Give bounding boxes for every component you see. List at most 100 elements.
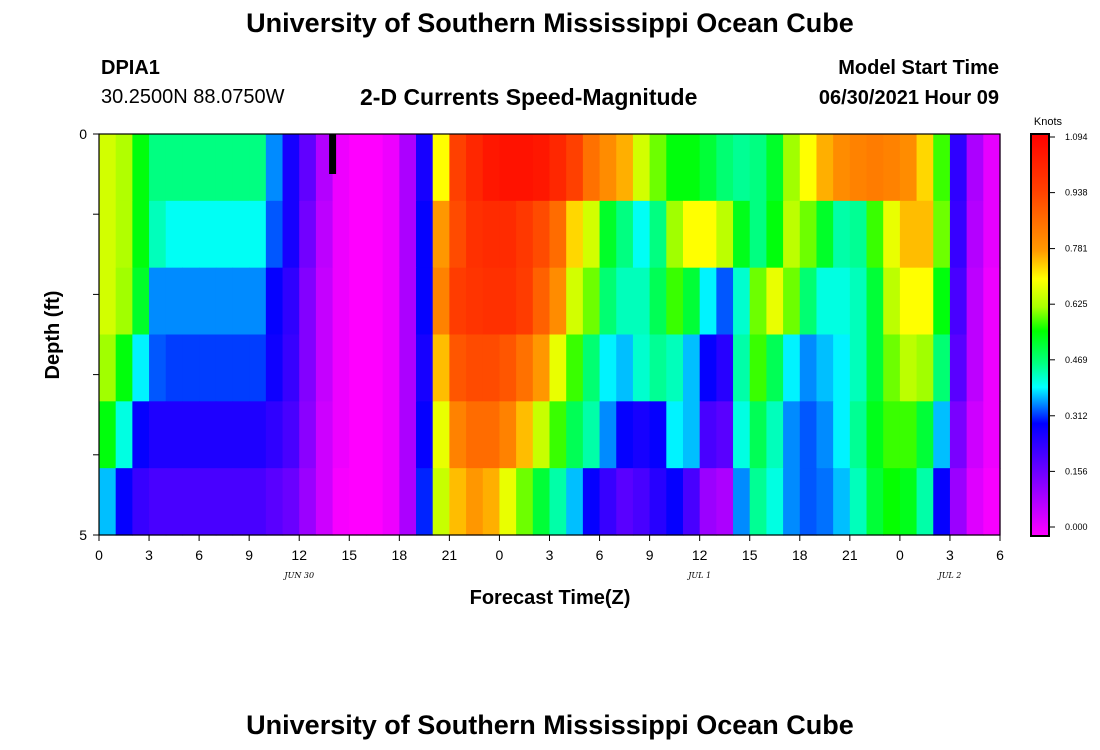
heatmap-cell [132,200,150,269]
heatmap-cell [582,267,601,336]
heatmap-cell [482,334,501,402]
heatmap-cell [299,401,317,469]
heatmap-cell [349,267,367,336]
x-tick-label: 6 [195,547,203,563]
heatmap-cell [833,334,851,402]
heatmap-cell [649,134,667,202]
heatmap-cell [399,401,417,469]
heatmap-cell [949,334,968,402]
heatmap-cell [416,401,434,469]
x-date-label: JUL 2 [936,571,961,580]
heatmap-cell [182,200,200,269]
heatmap-cell [666,134,684,202]
x-tick-label: 6 [596,547,604,563]
heatmap-cell [866,267,884,336]
heatmap-cell [282,468,300,536]
heatmap-cell [132,334,150,402]
heatmap-cell [566,267,584,336]
heatmap-cell [115,468,133,536]
heatmap-cell [766,334,784,402]
heatmap-cell [666,401,684,469]
heatmap-cell [165,468,184,536]
heatmap-cell [132,468,150,536]
heatmap-cell [315,401,334,469]
heatmap-cell [499,401,517,469]
heatmap-cell [783,334,801,402]
heatmap-cell [766,200,784,269]
heatmap-cell [382,134,400,202]
heatmap-cell [416,200,434,269]
heatmap-cell [232,267,250,336]
heatmap-cell [449,267,467,336]
heatmap-cell [933,267,951,336]
heatmap-cell [466,401,484,469]
heatmap-cell [482,134,501,202]
heatmap-cell [949,267,968,336]
heatmap-cell [182,267,200,336]
heatmap-cell [332,334,350,402]
heatmap-cell [716,468,734,536]
heatmap-cell [983,200,1001,269]
heatmap-cell [849,334,868,402]
heatmap-cell [649,468,667,536]
x-tick-label: 15 [341,547,357,563]
heatmap-cell [182,334,200,402]
heatmap-cell [199,200,217,269]
x-tick-label: 6 [996,547,1004,563]
heatmap-cells [99,134,1001,536]
colorbar-units: Knots [1034,116,1063,128]
heatmap-cell [532,134,551,202]
heatmap-cell [416,134,434,202]
heatmap-cell [99,134,117,202]
heatmap-cell [582,468,601,536]
heatmap-cell [866,334,884,402]
heatmap-cell [299,334,317,402]
heatmap-cell [532,334,551,402]
heatmap-cell [149,468,167,536]
heatmap-cell [265,468,284,536]
heatmap-cell [733,134,751,202]
heatmap-cell [149,200,167,269]
y-axis-label: Depth (ft) [42,291,64,380]
heatmap-cell [165,267,184,336]
heatmap-cell [666,200,684,269]
heatmap-cell [883,200,901,269]
heatmap-cell [466,468,484,536]
heatmap-cell [883,468,901,536]
heatmap-cell [499,468,517,536]
heatmap-cell [833,401,851,469]
heatmap-cell [466,267,484,336]
heatmap-cell [716,334,734,402]
heatmap-cell [749,200,768,269]
heatmap-cell [215,468,234,536]
x-date-label: JUL 1 [686,571,711,580]
heatmap-cell [449,468,467,536]
colorbar-tick-label: 0.469 [1065,355,1088,365]
heatmap-cell [666,267,684,336]
heatmap-cell [899,468,918,536]
heatmap-cell [215,267,234,336]
heatmap-cell [149,134,167,202]
heatmap-cell [866,468,884,536]
heatmap-cell [816,134,834,202]
heatmap-cell [282,200,300,269]
heatmap-cell [783,267,801,336]
heatmap-cell [549,134,567,202]
heatmap-cell [733,267,751,336]
x-tick-label: 0 [95,547,103,563]
heatmap-cell [249,401,267,469]
heatmap-cell [566,134,584,202]
heatmap-cell [432,401,450,469]
heatmap-cell [816,267,834,336]
heatmap-cell [866,200,884,269]
heatmap-cell [766,401,784,469]
heatmap-cell [199,134,217,202]
x-tick-label: 18 [792,547,808,563]
heatmap-cell [482,468,501,536]
heatmap-cell [115,134,133,202]
heatmap-cell [432,200,450,269]
heatmap-cell [432,134,450,202]
heatmap-cell [816,334,834,402]
heatmap-cell [983,334,1001,402]
heatmap-cell [766,134,784,202]
